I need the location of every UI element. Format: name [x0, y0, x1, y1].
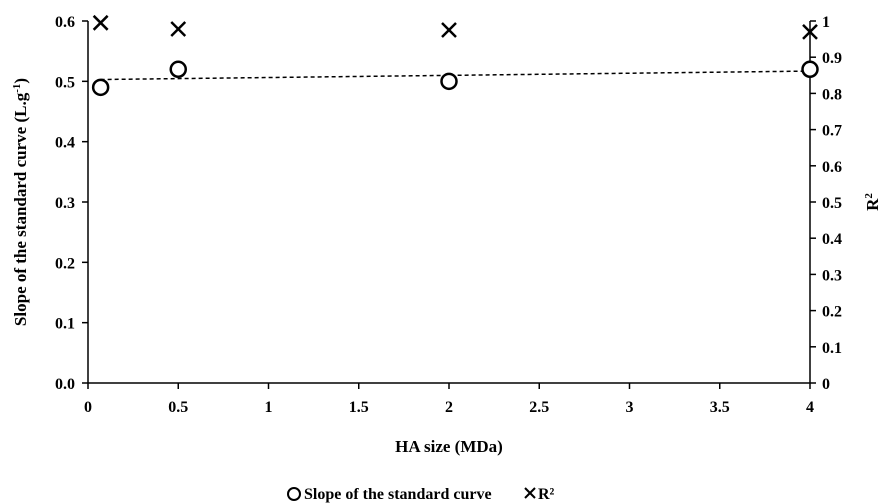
y-tick-label: 0.2 [55, 255, 75, 272]
slope-point [169, 60, 187, 79]
r2-point [802, 23, 818, 40]
y2-tick-label: 0.8 [822, 86, 842, 103]
data-marks [91, 14, 819, 97]
slope-point [440, 72, 458, 91]
y-tick-label: 0.6 [55, 14, 75, 31]
y2-tick-label: 0.3 [822, 267, 842, 284]
trendline-layer [100, 70, 811, 81]
y-tick-label: 0.5 [55, 74, 75, 91]
r2-point [170, 21, 187, 37]
x-tick-label: 0 [84, 399, 92, 416]
x-axis-ticks: 0 0.5 1 1.5 2 2.5 3 3.5 4 [84, 383, 814, 416]
y2-tick-label: 0.9 [822, 50, 842, 67]
x-tick-label: 0.5 [168, 399, 188, 416]
x-axis-title: HA size (MDa) [395, 437, 503, 456]
r2-point-stroke [441, 22, 457, 38]
y-axis-ticks: 0.0 0.1 0.2 0.3 0.4 0.5 0.6 [55, 14, 88, 393]
legend-circle-marker [287, 487, 301, 501]
slope-point [801, 60, 819, 79]
r2-point [92, 14, 109, 31]
x-tick-label: 4 [806, 399, 814, 416]
legend-label-slope: Slope of the standard curve [304, 486, 492, 503]
r2-point [441, 22, 457, 38]
r2-point-stroke [170, 21, 187, 37]
r2-point-stroke [92, 14, 109, 31]
y2-tick-label: 0.6 [822, 159, 842, 176]
y-axis-title: Slope of the standard curve (L.g-1) [11, 78, 30, 326]
y-axis-title-end: ) [11, 78, 30, 84]
legend: Slope of the standard curve R² [287, 486, 555, 503]
x-tick-label: 1 [265, 399, 273, 416]
y2-axis-title-sup: 2 [863, 193, 875, 199]
y2-tick-label: 1 [822, 14, 830, 31]
y2-tick-label: 0 [822, 376, 830, 393]
x-tick-label: 2.5 [529, 399, 549, 416]
y2-axis-title: R2 [863, 193, 882, 211]
legend-label-r2: R² [538, 486, 555, 503]
y2-tick-label: 0.1 [822, 340, 842, 357]
y2-tick-label: 0.5 [822, 195, 842, 212]
x-tick-label: 2 [445, 399, 453, 416]
y2-axis-ticks: 0 0.1 0.2 0.3 0.4 0.5 0.6 0.7 0.8 0.9 1 [810, 14, 842, 393]
y-tick-label: 0.1 [55, 316, 75, 333]
x-tick-label: 3.5 [710, 399, 730, 416]
slope-point [91, 78, 110, 97]
y2-tick-label: 0.4 [822, 231, 842, 248]
y-tick-label: 0.0 [55, 376, 75, 393]
y2-tick-label: 0.2 [822, 304, 842, 321]
y2-axis-title-main: R [863, 198, 882, 211]
y-tick-label: 0.4 [55, 135, 75, 152]
y2-tick-label: 0.7 [822, 123, 842, 140]
x-tick-label: 1.5 [349, 399, 369, 416]
r2-point-stroke [802, 23, 818, 40]
trendline [100, 70, 811, 81]
y-axis-title-sup: -1 [11, 84, 23, 93]
y-tick-label: 0.3 [55, 195, 75, 212]
legend-cross-marker [524, 487, 536, 499]
x-tick-label: 3 [626, 399, 634, 416]
y-axis-title-main: Slope of the standard curve (L.g [11, 92, 30, 326]
